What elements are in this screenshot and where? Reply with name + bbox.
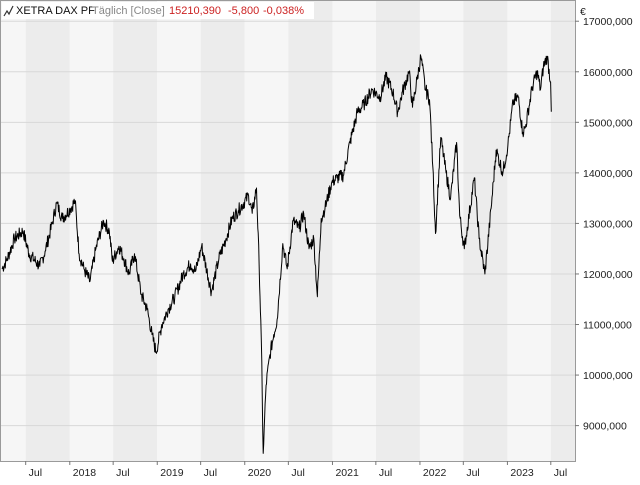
x-tick-label: Jul (379, 467, 392, 479)
y-tick-label: 15000,000 (583, 117, 633, 129)
interval-label: Täglich [Close] (92, 5, 165, 17)
x-tick-label: 2020 (248, 467, 272, 479)
y-tick-label: 10000,000 (583, 370, 633, 382)
y-tick-label: 9000,000 (583, 421, 627, 433)
grid-lines (1, 20, 575, 427)
x-tick-label: Jul (116, 467, 129, 479)
x-tick-label: 2023 (510, 467, 534, 479)
x-tick-label: Jul (204, 467, 217, 479)
change-percent: -0,038% (263, 5, 304, 17)
period-band (113, 1, 158, 461)
y-tick-label: 16000,000 (583, 67, 633, 79)
last-price: 15210,390 (169, 5, 221, 17)
period-band (332, 1, 376, 461)
x-tick-label: Jul (291, 467, 304, 479)
period-band (157, 1, 201, 461)
change-value: -5,800 (228, 5, 259, 17)
y-tick-label: 12000,000 (583, 269, 633, 281)
currency-label: € (580, 6, 586, 18)
x-tick-label: 2022 (423, 467, 447, 479)
x-tick-label: Jul (29, 467, 42, 479)
period-band (375, 1, 420, 461)
period-band (69, 1, 114, 461)
x-tick-label: 2018 (73, 467, 97, 479)
period-band (200, 1, 245, 461)
period-band (507, 1, 551, 461)
price-line (1, 54, 552, 454)
x-tick-label: 2021 (335, 467, 359, 479)
period-bands (1, 1, 575, 461)
period-band (244, 1, 289, 461)
period-band (288, 1, 333, 461)
period-band (25, 1, 70, 461)
header-background (2, 2, 314, 19)
period-band (419, 1, 464, 461)
y-tick-label: 11000,000 (583, 320, 632, 332)
instrument-name: XETRA DAX PF (16, 5, 95, 17)
y-tick-label: 13000,000 (583, 218, 633, 230)
y-tick-label: 14000,000 (583, 168, 633, 180)
x-tick-label: Jul (554, 467, 567, 479)
y-axis: 17000,000 16000,000 15000,000 14000,000 1300… (575, 16, 633, 433)
x-axis: Jul 2018 Jul 2019 Jul 2020 Jul 2021 Jul 2022 Jul 20… (25, 461, 567, 479)
y-tick-label: 17000,000 (583, 16, 633, 28)
period-band (463, 1, 508, 461)
period-band (550, 1, 575, 461)
x-tick-label: Jul (466, 467, 479, 479)
x-tick-label: 2019 (160, 467, 184, 479)
series-layer (1, 54, 552, 454)
line-chart-icon (3, 5, 14, 17)
